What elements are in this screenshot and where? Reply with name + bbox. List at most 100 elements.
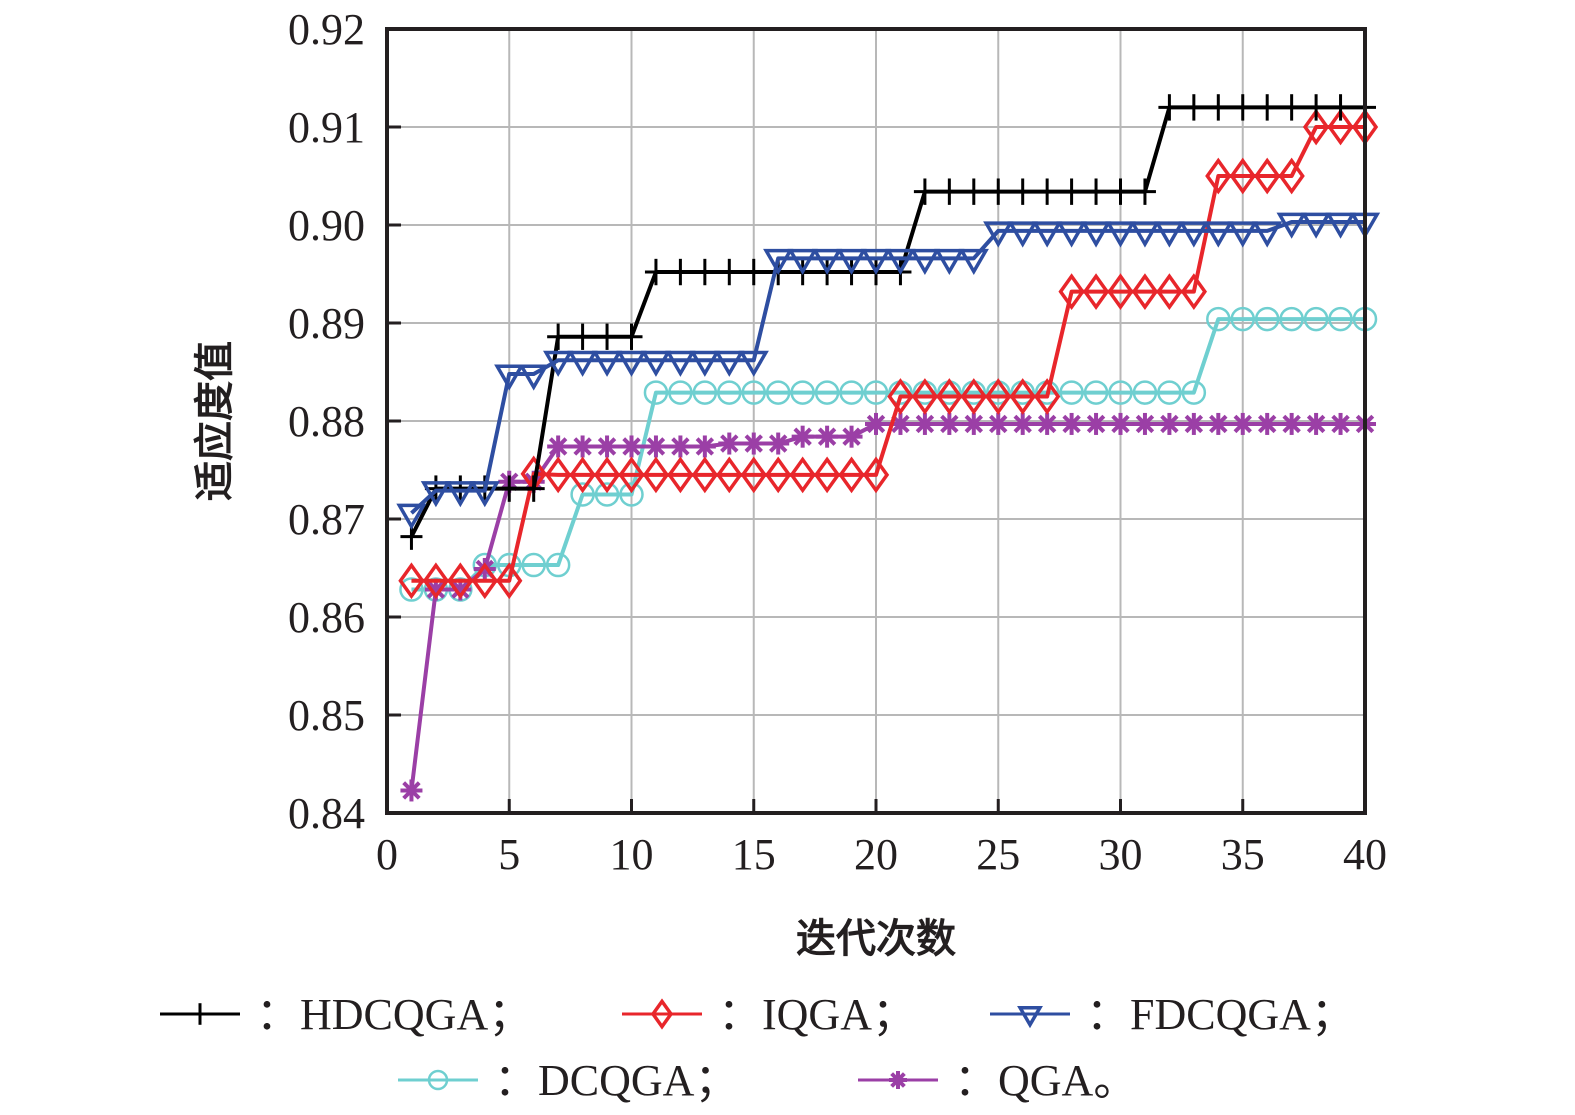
legend-label: ：HDCQGA； [256, 990, 532, 1039]
data-point-qga [1305, 412, 1328, 435]
legend-label: ：DCQGA； [494, 1056, 738, 1105]
data-point-dcqga [741, 380, 766, 405]
data-point-fdcqga [885, 248, 916, 276]
data-point-fdcqga [1178, 221, 1209, 248]
data-point-qga [742, 432, 765, 455]
data-point-hdcqga [718, 258, 741, 286]
data-point-fdcqga [1300, 212, 1332, 239]
x-tick-label: 5 [498, 830, 520, 879]
data-point-fdcqga [1276, 212, 1307, 239]
data-point-qga [669, 435, 692, 458]
data-point-dcqga [790, 380, 815, 405]
data-point-iqga [593, 456, 621, 494]
y-tick-label: 0.90 [288, 201, 365, 250]
data-point-hdcqga [1060, 178, 1083, 205]
data-point-iqga [789, 456, 816, 494]
data-point-fdcqga [983, 221, 1014, 248]
data-point-qga [1280, 412, 1303, 435]
y-tick-labels: 0.84 0.85 0.86 0.87 0.88 0.89 0.90 0.91 0.92 [288, 5, 365, 838]
data-point-dcqga [692, 380, 718, 405]
legend-label: ：QGA。 [954, 1056, 1137, 1105]
data-point-dcqga [1132, 380, 1158, 405]
data-point-fdcqga [543, 350, 574, 377]
data-point-dcqga [1254, 306, 1280, 332]
series-iqga [398, 108, 1379, 600]
data-point-fdcqga [1227, 221, 1258, 248]
data-point-qga [1109, 412, 1132, 435]
data-point-qga [987, 412, 1010, 435]
data-point-iqga [544, 456, 572, 494]
data-point-hdcqga [913, 178, 936, 205]
data-point-iqga [667, 456, 694, 494]
data-point-qga [1133, 412, 1156, 435]
data-point-qga [644, 435, 667, 458]
x-tick-label: 35 [1221, 830, 1265, 879]
data-point-hdcqga [596, 323, 619, 350]
data-point-hdcqga [498, 475, 521, 502]
data-point-iqga [1278, 157, 1305, 195]
data-point-fdcqga [811, 248, 843, 276]
data-point-hdcqga [1231, 94, 1254, 121]
legend-item-fdcqga: ：FDCQGA； [990, 990, 1355, 1039]
y-tick-label: 0.89 [288, 299, 365, 348]
series-layer [396, 94, 1381, 802]
data-point-iqga [1009, 378, 1036, 415]
data-point-hdcqga [571, 323, 594, 350]
data-point-qga [1085, 412, 1108, 435]
series-line-hdcqga [409, 105, 1365, 538]
data-point-hdcqga [938, 178, 961, 205]
data-point-dcqga [717, 380, 742, 405]
data-point-dcqga [545, 552, 571, 578]
data-point-dcqga [1059, 380, 1084, 405]
series-hdcqga [400, 94, 1376, 550]
data-point-fdcqga [1203, 221, 1234, 248]
x-tick-label: 30 [1099, 830, 1143, 879]
data-point-fdcqga [1080, 221, 1112, 248]
data-point-qga [1256, 412, 1279, 435]
legend-item-dcqga: ：DCQGA； [398, 1056, 738, 1105]
data-point-iqga [813, 456, 841, 494]
legend-item-hdcqga: ：HDCQGA； [160, 990, 532, 1039]
data-point-fdcqga [396, 503, 427, 530]
data-point-qga [938, 412, 961, 435]
data-point-iqga [716, 456, 743, 494]
data-point-iqga [1058, 273, 1085, 311]
y-tick-label: 0.88 [288, 397, 365, 446]
legend: ：HDCQGA； ：IQGA； ：FDCQGA； ：DCQGA； ：QGA。 [160, 990, 1355, 1105]
data-point-hdcqga [987, 178, 1010, 205]
data-point-dcqga [594, 482, 620, 507]
data-point-dcqga [399, 577, 424, 602]
data-point-hdcqga [1036, 178, 1059, 205]
data-point-iqga [1254, 157, 1281, 195]
data-point-fdcqga [787, 248, 818, 276]
data-point-fdcqga [420, 481, 452, 508]
data-point-fdcqga [494, 364, 525, 391]
data-point-fdcqga [1056, 221, 1087, 248]
data-point-dcqga [1157, 380, 1182, 405]
data-point-hdcqga [742, 258, 765, 286]
data-point-fdcqga [469, 481, 500, 508]
data-point-iqga [1205, 157, 1232, 195]
data-point-qga [865, 412, 887, 435]
legend-plus-icon [191, 1003, 209, 1025]
data-point-iqga [887, 378, 914, 415]
data-point-dcqga [643, 380, 669, 405]
data-point-fdcqga [958, 248, 989, 276]
data-point-dcqga [1083, 380, 1109, 405]
x-tick-labels: 0 5 10 15 20 25 30 35 40 [376, 830, 1387, 879]
data-point-hdcqga [669, 258, 692, 286]
data-point-qga [1036, 412, 1059, 435]
data-point-dcqga [570, 482, 595, 507]
data-point-qga [693, 435, 716, 458]
data-point-dcqga [1206, 306, 1231, 332]
data-point-fdcqga [1007, 221, 1038, 248]
data-point-qga [1207, 412, 1230, 435]
y-tick-label: 0.87 [288, 495, 365, 544]
data-point-hdcqga [1158, 94, 1181, 121]
data-point-qga [1158, 412, 1181, 435]
data-point-iqga [911, 378, 939, 415]
data-point-qga [620, 435, 643, 458]
data-point-dcqga [765, 380, 791, 405]
x-tick-label: 0 [376, 830, 398, 879]
